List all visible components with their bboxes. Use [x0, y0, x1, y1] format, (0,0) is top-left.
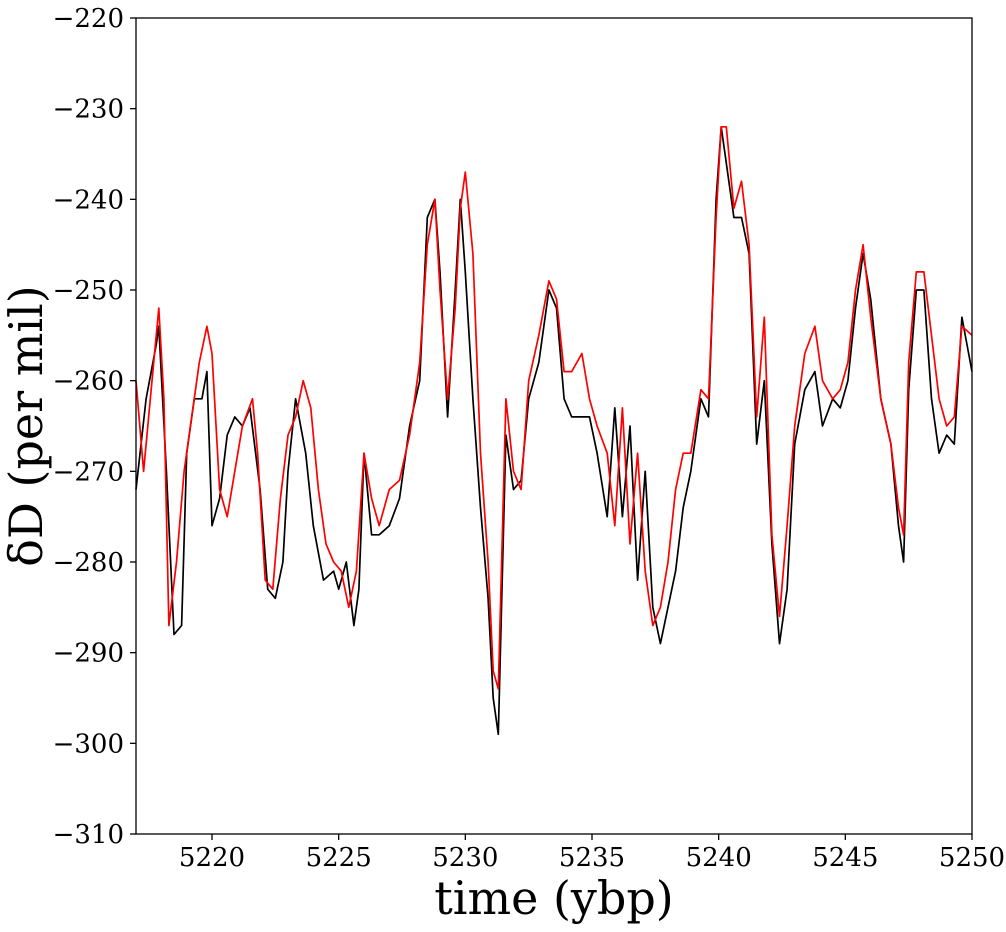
x-axis-title: time (ybp): [434, 871, 673, 925]
x-tick-label: 5220: [179, 843, 245, 873]
x-tick-label: 5235: [559, 843, 625, 873]
plot-frame: [135, 17, 973, 835]
series-line-black: [135, 125, 973, 736]
x-tick-label: 5225: [306, 843, 372, 873]
y-tick-label: −280: [53, 548, 124, 578]
y-tick-label: −250: [53, 276, 124, 306]
x-tick-label: 5230: [432, 843, 498, 873]
series-line-red: [135, 125, 973, 690]
y-axis: −310 −300 −290 −280 −270 −260 −250 −240 −230 −220: [53, 4, 136, 850]
y-tick-label: −230: [53, 95, 124, 125]
y-axis-title: δD (per mil): [0, 285, 53, 566]
x-axis: 5220 5225 5230 5235 5240 5245 5250: [179, 834, 1005, 873]
y-tick-label: −260: [53, 367, 124, 397]
x-tick-label: 5245: [812, 843, 878, 873]
y-tick-label: −270: [53, 457, 124, 487]
y-tick-label: −240: [53, 185, 124, 215]
y-tick-label: −310: [53, 820, 124, 850]
x-tick-label: 5240: [686, 843, 752, 873]
y-tick-label: −220: [53, 4, 124, 34]
y-tick-label: −300: [53, 729, 124, 759]
y-tick-label: −290: [53, 639, 124, 669]
plot-series-layer: [135, 125, 973, 736]
x-tick-label: 5250: [939, 843, 1005, 873]
